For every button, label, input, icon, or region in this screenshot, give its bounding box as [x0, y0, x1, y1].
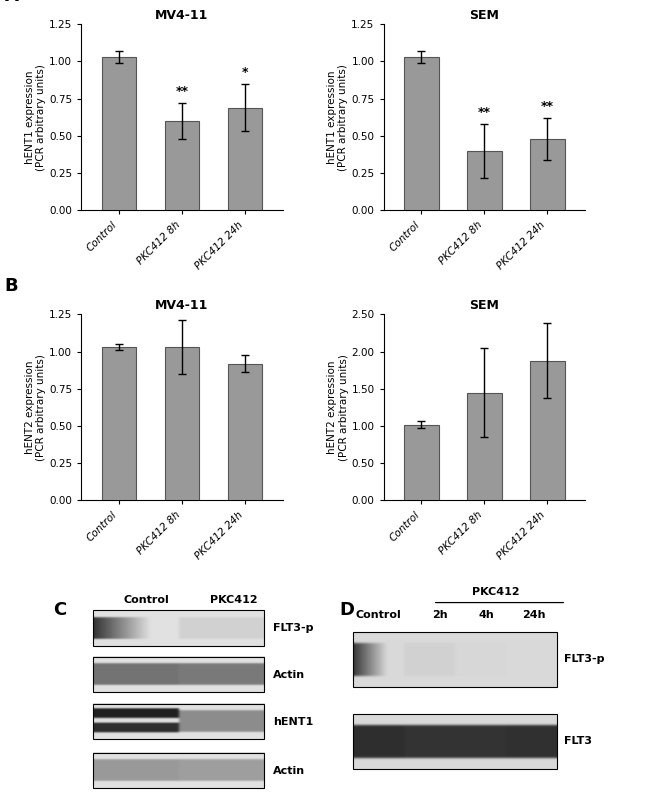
- Text: A: A: [5, 0, 19, 5]
- Text: *: *: [242, 65, 248, 78]
- Text: PKC412: PKC412: [472, 587, 520, 597]
- Text: hENT1: hENT1: [274, 717, 314, 726]
- Bar: [93, 657, 264, 692]
- Text: C: C: [53, 600, 66, 619]
- Text: D: D: [339, 600, 354, 619]
- Bar: [404, 424, 439, 500]
- Bar: [164, 347, 200, 500]
- Bar: [530, 139, 565, 210]
- Bar: [101, 57, 136, 210]
- Bar: [93, 753, 264, 788]
- Bar: [530, 360, 565, 500]
- Bar: [101, 347, 136, 500]
- Text: **: **: [478, 106, 491, 119]
- Y-axis label: hENT1 expression
(PCR arbitrary units): hENT1 expression (PCR arbitrary units): [327, 64, 348, 170]
- Bar: [164, 121, 200, 210]
- Bar: [93, 705, 264, 739]
- Bar: [467, 151, 502, 210]
- Text: Actin: Actin: [274, 670, 305, 680]
- Text: **: **: [176, 85, 188, 98]
- Y-axis label: hENT2 expression
(PCR arbitrary units): hENT2 expression (PCR arbitrary units): [327, 354, 348, 461]
- Y-axis label: hENT1 expression
(PCR arbitrary units): hENT1 expression (PCR arbitrary units): [25, 64, 46, 170]
- Text: 2h: 2h: [432, 610, 448, 621]
- Text: FLT3-p: FLT3-p: [274, 623, 314, 633]
- Text: Control: Control: [356, 610, 402, 621]
- Text: 4h: 4h: [478, 610, 495, 621]
- Bar: [227, 107, 263, 210]
- Y-axis label: hENT2 expression
(PCR arbitrary units): hENT2 expression (PCR arbitrary units): [25, 354, 46, 461]
- Bar: [353, 632, 557, 687]
- Text: 24h: 24h: [522, 610, 545, 621]
- Title: MV4-11: MV4-11: [155, 299, 209, 312]
- Bar: [93, 610, 264, 646]
- Text: Actin: Actin: [274, 766, 305, 776]
- Text: FLT3: FLT3: [564, 736, 592, 747]
- Text: B: B: [5, 277, 18, 295]
- Title: SEM: SEM: [469, 9, 499, 22]
- Text: Control: Control: [124, 595, 170, 604]
- Title: SEM: SEM: [469, 299, 499, 312]
- Text: **: **: [541, 100, 554, 113]
- Bar: [404, 57, 439, 210]
- Title: MV4-11: MV4-11: [155, 9, 209, 22]
- Bar: [353, 714, 557, 768]
- Text: FLT3-p: FLT3-p: [564, 654, 605, 664]
- Bar: [227, 364, 263, 500]
- Bar: [467, 393, 502, 500]
- Text: PKC412: PKC412: [210, 595, 257, 604]
